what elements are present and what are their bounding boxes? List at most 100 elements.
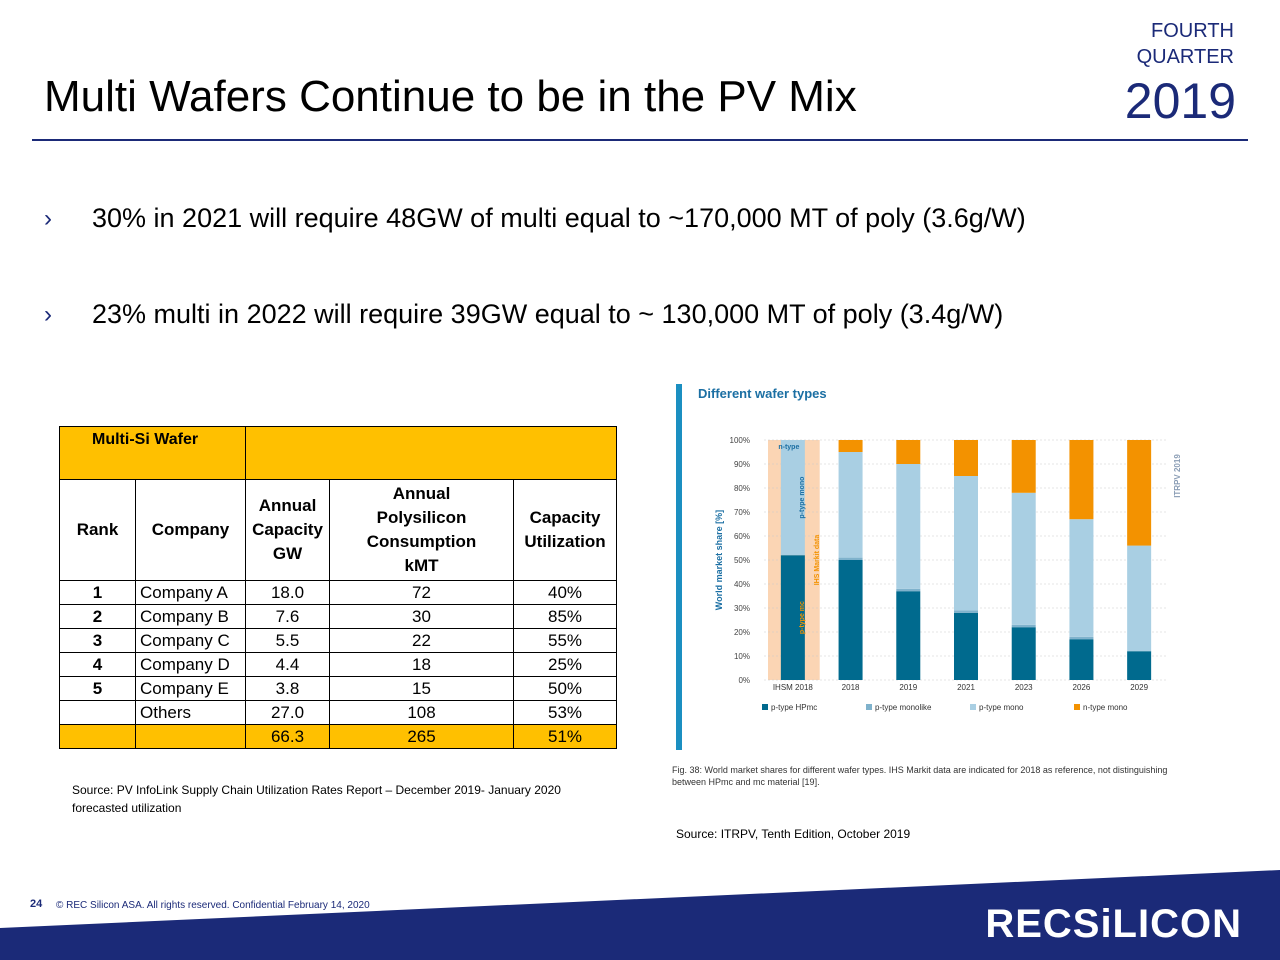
bar-segment [954, 440, 978, 476]
bar-segment [1069, 519, 1094, 637]
table-row: 3 Company C 5.5 22 55% [59, 628, 617, 653]
chart-accent-bar [676, 384, 682, 750]
x-tick-label: 2019 [899, 683, 917, 692]
cell-rank: 1 [59, 580, 136, 605]
x-tick-label: 2018 [842, 683, 860, 692]
header-utilization: Capacity Utilization [513, 479, 617, 581]
y-tick-label: 90% [734, 460, 750, 469]
copyright-text: © REC Silicon ASA. All rights reserved. … [56, 900, 370, 911]
x-tick-label: IHSM 2018 [773, 683, 814, 692]
cell-capacity: 18.0 [245, 580, 330, 605]
wafer-capacity-table: Multi-Si Wafer Rank Company Annual Capac… [59, 426, 617, 749]
bar-segment [896, 440, 921, 464]
cell-total-capacity: 66.3 [245, 724, 330, 749]
cell-company: Others [135, 700, 246, 725]
legend-label: n-type mono [1083, 703, 1128, 712]
cell-consumption: 18 [329, 652, 514, 677]
y-tick-label: 40% [734, 580, 750, 589]
wafer-type-chart: Different wafer types World market share… [672, 380, 1192, 752]
chart-svg: Different wafer types World market share… [676, 384, 1182, 750]
cell-utilization: 85% [513, 604, 617, 629]
y-tick-label: 10% [734, 652, 750, 661]
cell-total-consumption: 265 [329, 724, 514, 749]
annotation-ihs: IHS Markit data [814, 535, 821, 586]
header-rank: Rank [59, 479, 136, 581]
bar-segment [1011, 624, 1036, 628]
cell-capacity: 4.4 [245, 652, 330, 677]
bar-segment [1127, 651, 1152, 680]
bar-segment [1011, 492, 1036, 625]
legend-swatch [1074, 704, 1080, 710]
bullet-text: 23% multi in 2022 will require 39GW equa… [92, 299, 1004, 329]
cell-utilization: 55% [513, 628, 617, 653]
cell-utilization: 40% [513, 580, 617, 605]
quarter-label-2: QUARTER [1136, 46, 1234, 68]
header-capacity-line: GW [272, 544, 303, 563]
page-title: Multi Wafers Continue to be in the PV Mi… [44, 72, 857, 121]
bar-segment [896, 588, 921, 592]
cell-consumption: 108 [329, 700, 514, 725]
x-tick-label: 2021 [957, 683, 975, 692]
x-tick-label: 2023 [1015, 683, 1033, 692]
cell-company: Company B [135, 604, 246, 629]
cell-capacity: 5.5 [245, 628, 330, 653]
header-consumption: Annual Polysilicon Consumption kMT [329, 479, 514, 581]
bar-segment [780, 440, 805, 556]
bar-segment [954, 610, 978, 613]
header-capacity: Annual Capacity GW [245, 479, 330, 581]
bar-segment [1011, 627, 1036, 680]
bar-segment [838, 557, 863, 560]
bar-segment [1011, 440, 1036, 493]
bullet-item: › 30% in 2021 will require 48GW of multi… [44, 203, 1026, 234]
cell-total-company [135, 724, 246, 749]
chevron-right-icon: › [44, 204, 52, 232]
bar-segment [1127, 440, 1152, 546]
y-tick-label: 60% [734, 532, 750, 541]
cell-consumption: 30 [329, 604, 514, 629]
chart-source: Source: ITRPV, Tenth Edition, October 20… [676, 827, 911, 841]
y-tick-label: 80% [734, 484, 750, 493]
table-row: 1 Company A 18.0 72 40% [59, 580, 617, 605]
y-tick-label: 30% [734, 604, 750, 613]
page-number: 24 [30, 898, 43, 910]
year-label: 2019 [1124, 73, 1236, 129]
y-tick-label: 70% [734, 508, 750, 517]
chevron-right-icon: › [44, 300, 52, 328]
cell-rank: 4 [59, 652, 136, 677]
header-capacity-line: Capacity [252, 520, 323, 539]
bar-segment [1069, 639, 1094, 680]
legend-swatch [866, 704, 872, 710]
footer-band [0, 870, 1280, 960]
cell-rank: 3 [59, 628, 136, 653]
bar-segment [838, 452, 863, 558]
y-tick-label: 20% [734, 628, 750, 637]
legend-label: p-type HPmc [771, 703, 817, 712]
bar-segment [1069, 440, 1094, 520]
header-utilization-line: Utilization [524, 532, 606, 551]
header-consumption-line: Annual [392, 484, 451, 503]
cell-utilization: 53% [513, 700, 617, 725]
legend-swatch [970, 704, 976, 710]
y-axis-label: World market share [%] [714, 510, 724, 610]
table-row: 5 Company E 3.8 15 50% [59, 676, 617, 701]
annotation-mc: p-type mc [799, 601, 806, 634]
table-row: 2 Company B 7.6 30 85% [59, 604, 617, 629]
y-tick-label: 0% [738, 676, 750, 685]
table-total-row: 66.3 265 51% [59, 724, 617, 749]
annotation-ntype: n-type [778, 444, 799, 451]
cell-company: Company E [135, 676, 246, 701]
footer-shape [0, 870, 1280, 960]
cell-rank [59, 700, 136, 725]
cell-company: Company C [135, 628, 246, 653]
cell-capacity: 3.8 [245, 676, 330, 701]
watermark: ITRPV 2019 [1173, 454, 1182, 498]
header-company: Company [135, 479, 246, 581]
chart-caption: Fig. 38: World market shares for differe… [672, 765, 1168, 787]
bar-segment [838, 560, 863, 680]
cell-rank: 2 [59, 604, 136, 629]
header-capacity-line: Annual [258, 496, 317, 515]
bar-segment [896, 591, 921, 680]
table-source: Source: PV InfoLink Supply Chain Utiliza… [72, 783, 561, 815]
y-tick-label: 50% [734, 556, 750, 565]
cell-total-utilization: 51% [513, 724, 617, 749]
